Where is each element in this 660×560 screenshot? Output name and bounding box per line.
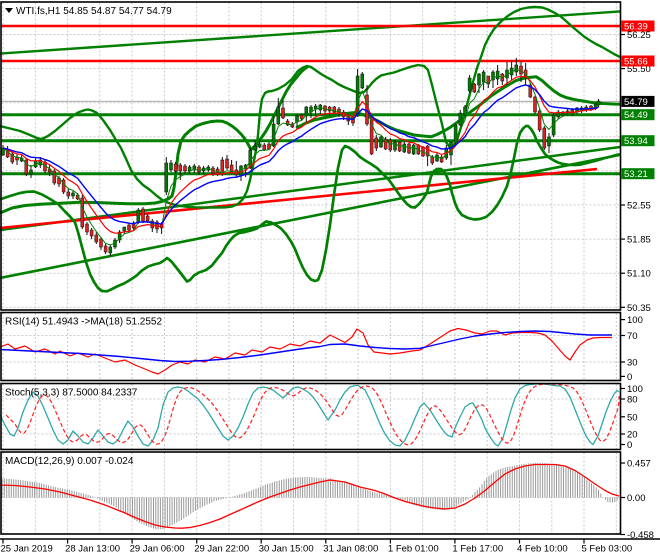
svg-text:0.457: 0.457 [627,459,651,470]
svg-text:100: 100 [627,384,643,395]
svg-text:0.00: 0.00 [627,493,646,504]
svg-text:30: 30 [627,358,638,369]
svg-text:70: 70 [627,331,638,342]
svg-text:0: 0 [627,372,632,383]
svg-text:29 Jan 06:00: 29 Jan 06:00 [130,544,185,555]
svg-text:1 Feb 17:00: 1 Feb 17:00 [452,544,503,555]
svg-text:1 Feb 01:00: 1 Feb 01:00 [388,544,439,555]
svg-text:55.66: 55.66 [624,57,648,68]
svg-text:WTI.fs,H1 54.85 54.87 54.77 5: WTI.fs,H1 54.85 54.87 54.77 54.79 [16,6,172,17]
svg-text:20: 20 [627,430,638,441]
svg-text:50: 50 [627,412,638,423]
svg-text:54.49: 54.49 [624,110,648,121]
svg-text:31 Jan 08:00: 31 Jan 08:00 [323,544,378,555]
svg-text:4 Feb 10:00: 4 Feb 10:00 [517,544,568,555]
svg-text:54.79: 54.79 [624,97,648,108]
svg-text:100: 100 [627,315,643,326]
svg-text:53.21: 53.21 [624,169,648,180]
svg-text:56.25: 56.25 [627,30,651,41]
svg-text:52.55: 52.55 [627,201,651,212]
svg-text:80: 80 [627,395,638,406]
svg-text:51.10: 51.10 [627,269,651,280]
svg-text:56.39: 56.39 [624,22,648,33]
svg-text:5 Feb 03:00: 5 Feb 03:00 [582,544,633,555]
svg-text:Stoch(5,3,3) 87.5000 84.2337: Stoch(5,3,3) 87.5000 84.2337 [5,388,138,399]
svg-text:53.94: 53.94 [624,136,648,147]
svg-text:0: 0 [627,440,632,451]
svg-text:50.35: 50.35 [627,303,651,314]
svg-text:51.85: 51.85 [627,235,651,246]
svg-text:29 Jan 22:00: 29 Jan 22:00 [194,544,249,555]
svg-text:MACD(12,26,9) 0.007 -0.024: MACD(12,26,9) 0.007 -0.024 [5,456,134,467]
svg-text:30 Jan 15:00: 30 Jan 15:00 [259,544,314,555]
svg-text:RSI(14) 51.4943 ->MA(18) 51.2: RSI(14) 51.4943 ->MA(18) 51.2552 [5,317,162,328]
svg-text:-0.458: -0.458 [627,530,654,541]
svg-text:28 Jan 13:00: 28 Jan 13:00 [65,544,120,555]
svg-text:55.50: 55.50 [627,64,651,75]
svg-text:25 Jan 2019: 25 Jan 2019 [1,544,53,555]
